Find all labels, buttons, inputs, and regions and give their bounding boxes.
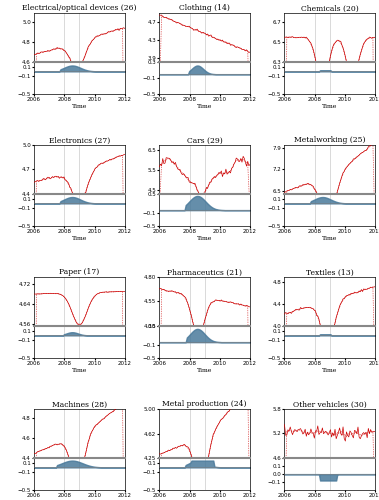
Title: Electrical/optical devices (26): Electrical/optical devices (26) <box>22 4 137 12</box>
Title: Metal production (24): Metal production (24) <box>163 400 247 408</box>
X-axis label: Time: Time <box>322 368 338 372</box>
Title: Chemicals (20): Chemicals (20) <box>301 4 359 12</box>
X-axis label: Time: Time <box>72 104 87 108</box>
X-axis label: Time: Time <box>72 368 87 372</box>
X-axis label: Time: Time <box>72 236 87 240</box>
Title: Paper (17): Paper (17) <box>60 268 100 276</box>
Title: Textiles (13): Textiles (13) <box>306 268 354 276</box>
Title: Cars (29): Cars (29) <box>187 136 222 144</box>
Title: Electronics (27): Electronics (27) <box>49 136 110 144</box>
Title: Machines (28): Machines (28) <box>52 400 107 408</box>
Title: Pharmaceutics (21): Pharmaceutics (21) <box>167 268 242 276</box>
Title: Other vehicles (30): Other vehicles (30) <box>293 400 367 408</box>
X-axis label: Time: Time <box>197 368 212 372</box>
X-axis label: Time: Time <box>197 236 212 240</box>
Title: Clothing (14): Clothing (14) <box>179 4 230 12</box>
X-axis label: Time: Time <box>322 104 338 108</box>
Title: Metalworking (25): Metalworking (25) <box>294 136 366 144</box>
X-axis label: Time: Time <box>322 236 338 240</box>
X-axis label: Time: Time <box>197 104 212 108</box>
